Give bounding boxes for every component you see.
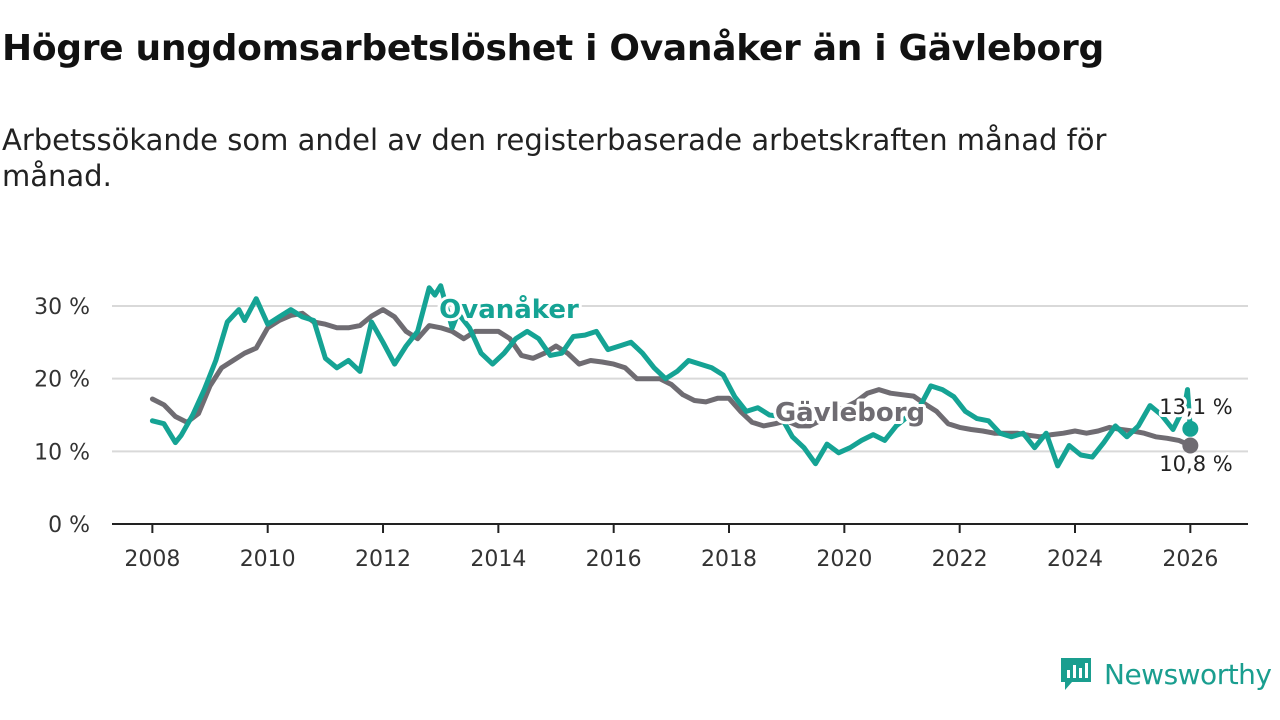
series-line-ovanåker [149, 283, 1193, 469]
y-axis-ticks: 0 % 10 % 20 % 30 % [34, 295, 90, 538]
newsworthy-logo[interactable]: Newsworthy [1058, 654, 1272, 694]
x-tick-label: 2026 [1162, 547, 1218, 572]
x-tick-label: 2016 [586, 547, 642, 572]
newsworthy-icon [1061, 658, 1091, 690]
x-tick-label: 2012 [355, 547, 411, 572]
x-tick-label: 2008 [124, 547, 180, 572]
end-point-gävleborg [1182, 437, 1199, 454]
x-tick-label: 2014 [470, 547, 526, 572]
y-tick-label: 30 % [34, 295, 90, 320]
series-label-ovanaker: Ovanåker [439, 293, 579, 325]
series-labels: Ovanåker Gävleborg 13,1 % 10,8 % [436, 290, 1236, 479]
x-tick-label: 2018 [701, 547, 757, 572]
x-tick-label: 2020 [816, 547, 872, 572]
gridlines [112, 305, 1248, 453]
end-label-gavleborg: 10,8 % [1159, 452, 1232, 476]
series-label-gavleborg: Gävleborg [775, 398, 925, 428]
x-tick-label: 2024 [1047, 547, 1103, 572]
x-axis: 2008 2010 2012 2014 2016 2018 2020 2022 2024 2026 [112, 523, 1248, 572]
end-point-ovanåker [1182, 420, 1199, 437]
end-label-ovanaker: 13,1 % [1159, 395, 1232, 419]
chart-subtitle: Arbetssökande som andel av den registerb… [2, 123, 1107, 193]
y-tick-label: 0 % [48, 513, 90, 538]
chart-title: Högre ungdomsarbetslöshet i Ovanåker än … [2, 28, 1104, 69]
series-lines [149, 283, 1199, 469]
brand-name: Newsworthy [1104, 657, 1272, 691]
y-tick-label: 20 % [34, 368, 90, 393]
x-tick-label: 2022 [932, 547, 988, 572]
y-tick-label: 10 % [34, 440, 90, 465]
x-tick-label: 2010 [240, 547, 296, 572]
